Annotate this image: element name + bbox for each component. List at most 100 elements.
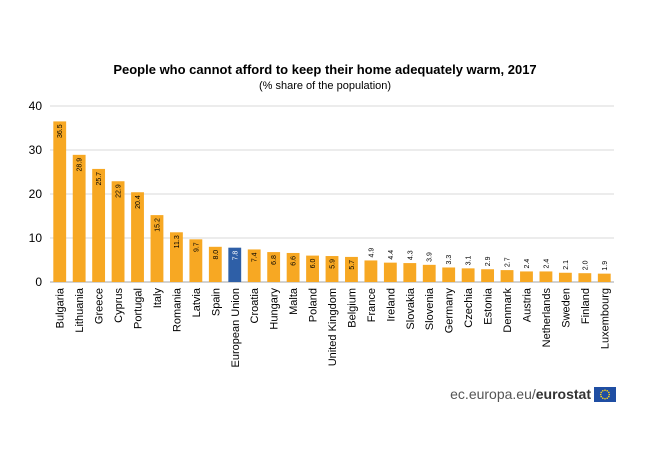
data-label: 6.8 — [271, 255, 278, 265]
bar — [461, 268, 475, 282]
bar — [228, 247, 242, 282]
x-tick-label: Sweden — [560, 288, 572, 328]
bar — [72, 154, 86, 282]
bar — [267, 252, 281, 282]
y-axis-ticks: 0 10 20 30 40 — [29, 99, 43, 289]
data-label: 5.9 — [330, 259, 337, 269]
source-brand: eurostat — [535, 386, 591, 402]
data-label: 22.9 — [116, 184, 123, 198]
x-tick-label: Romania — [171, 287, 183, 332]
x-tick-label: Spain — [210, 288, 222, 316]
x-tick-label: France — [366, 288, 378, 322]
data-label: 3.9 — [427, 252, 434, 262]
x-tick-label: Netherlands — [541, 288, 553, 348]
y-tick-label: 30 — [29, 143, 43, 157]
data-label: 2.4 — [524, 259, 531, 269]
bar — [442, 267, 456, 282]
bar — [597, 273, 611, 282]
y-tick-label: 10 — [29, 231, 43, 245]
y-tick-label: 20 — [29, 187, 43, 201]
x-tick-label: Denmark — [502, 288, 514, 333]
x-tick-label: Luxembourg — [599, 288, 611, 349]
x-tick-label: European Union — [230, 288, 242, 368]
chart-title: People who cannot afford to keep their h… — [113, 62, 537, 77]
x-tick-label: Italy — [152, 288, 164, 309]
x-tick-label: Latvia — [191, 287, 203, 317]
data-label: 7.4 — [252, 252, 259, 262]
x-tick-label: Austria — [521, 287, 533, 322]
value-labels: 36.5 28.9 25.7 22.9 20.4 15.2 11.3 9.7 8.0 7.8 7.4… — [57, 124, 609, 270]
data-label: 28.9 — [77, 158, 84, 172]
source-footer: ec.europa.eu/eurostat — [450, 386, 616, 402]
bar — [131, 192, 144, 282]
x-tick-label: Slovakia — [405, 287, 417, 329]
bar — [150, 215, 164, 282]
x-tick-label: Croatia — [249, 287, 261, 323]
x-tick-label: Cyprus — [113, 288, 125, 323]
bar — [403, 263, 417, 282]
bar — [481, 269, 495, 282]
bar — [306, 255, 319, 282]
data-label: 3.3 — [446, 255, 453, 265]
bar — [53, 121, 67, 283]
bar — [500, 270, 514, 282]
bar — [189, 239, 203, 282]
chart-subtitle: (% share of the population) — [258, 80, 392, 92]
data-label: 15.2 — [154, 218, 161, 232]
x-tick-label: Lithuania — [74, 287, 86, 333]
data-label: 1.9 — [602, 261, 609, 271]
data-label: 6.6 — [291, 256, 298, 266]
data-label: 8.0 — [213, 250, 220, 260]
x-tick-label: Slovenia — [424, 287, 436, 330]
x-tick-label: United Kingdom — [327, 288, 339, 366]
x-axis-ticks: Bulgaria Lithuania Greece Cyprus Portugal Ita… — [55, 287, 612, 367]
eu-flag-icon — [594, 386, 616, 402]
data-label: 2.0 — [582, 260, 589, 270]
bar — [539, 271, 553, 282]
bar — [364, 260, 378, 282]
data-label: 7.8 — [232, 251, 239, 261]
data-label: 2.9 — [485, 256, 492, 266]
x-tick-label: Finland — [580, 288, 592, 324]
x-tick-label: Belgium — [346, 288, 358, 328]
bar — [208, 246, 222, 282]
x-tick-label: Bulgaria — [55, 287, 67, 328]
source-prefix: ec.europa.eu/ — [450, 386, 536, 402]
bar — [170, 232, 183, 282]
data-label: 4.4 — [388, 250, 395, 260]
bar — [92, 168, 106, 282]
bar — [422, 264, 436, 282]
data-label: 6.0 — [310, 258, 317, 268]
data-label: 9.7 — [193, 242, 200, 252]
x-tick-label: Hungary — [269, 288, 281, 330]
bar — [325, 256, 339, 282]
bar — [247, 249, 261, 282]
data-label: 25.7 — [96, 172, 103, 186]
x-tick-label: Estonia — [483, 287, 495, 325]
y-tick-label: 0 — [35, 275, 42, 289]
x-tick-label: Czechia — [463, 287, 475, 328]
x-tick-label: Portugal — [133, 288, 145, 329]
data-label: 3.1 — [466, 256, 473, 266]
data-label: 20.4 — [135, 195, 142, 209]
y-tick-label: 40 — [29, 99, 43, 113]
bar — [345, 256, 358, 282]
data-label: 2.1 — [563, 260, 570, 270]
data-label: 4.3 — [407, 250, 414, 260]
data-label: 4.9 — [368, 248, 375, 258]
bar — [286, 252, 300, 282]
bar — [558, 272, 572, 282]
x-tick-label: Malta — [288, 287, 300, 315]
data-label: 11.3 — [174, 235, 181, 248]
data-label: 2.7 — [505, 257, 512, 267]
x-tick-label: Poland — [308, 288, 320, 322]
data-label: 2.4 — [543, 259, 550, 269]
data-label: 5.7 — [349, 260, 356, 270]
bar — [520, 271, 533, 282]
x-tick-label: Greece — [94, 288, 106, 324]
x-tick-label: Germany — [444, 288, 456, 334]
x-tick-label: Ireland — [385, 288, 397, 322]
bar — [383, 262, 397, 282]
bars — [53, 121, 611, 283]
